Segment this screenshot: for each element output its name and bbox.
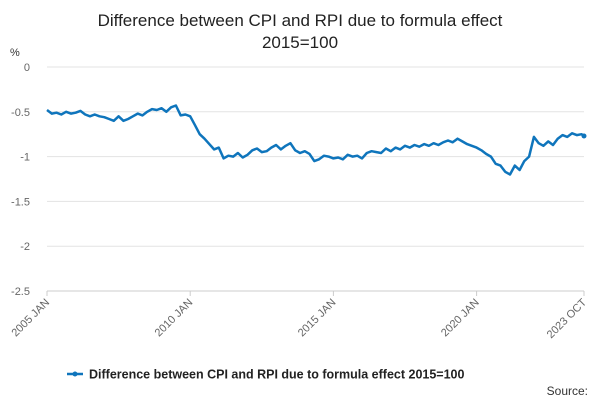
chart-subtitle: 2015=100 (262, 33, 338, 52)
series-line (46, 104, 585, 176)
x-tick-label: 2015 JAN (296, 297, 339, 340)
chart-title: Difference between CPI and RPI due to fo… (98, 11, 503, 30)
y-tick-label: 0 (24, 62, 30, 74)
x-tick-labels: 2005 JAN 2010 JAN 2015 JAN 2020 JAN 2023 OCT (9, 291, 589, 341)
y-tick-label: -2 (20, 241, 30, 253)
source-label: Source: (547, 384, 588, 398)
y-axis-unit-label: % (10, 47, 20, 59)
y-tick-labels: 0 -0.5 -1 -1.5 -2 -2.5 (11, 62, 30, 298)
x-tick-label: 2010 JAN (153, 297, 196, 340)
x-tick-label: 2020 JAN (439, 297, 482, 340)
legend[interactable]: Difference between CPI and RPI due to fo… (67, 368, 465, 382)
y-tick-label: -0.5 (11, 107, 30, 119)
y-tick-label: -2.5 (11, 286, 30, 298)
x-tick-label: 2023 OCT (545, 296, 590, 341)
series-end-marker (581, 133, 587, 139)
x-tick-label: 2005 JAN (9, 297, 52, 340)
y-gridlines (47, 66, 584, 247)
y-tick-label: -1 (20, 152, 30, 164)
series-lines (46, 104, 587, 176)
legend-swatch-marker (72, 371, 78, 377)
y-tick-label: -1.5 (11, 196, 30, 208)
legend-label: Difference between CPI and RPI due to fo… (89, 368, 465, 382)
